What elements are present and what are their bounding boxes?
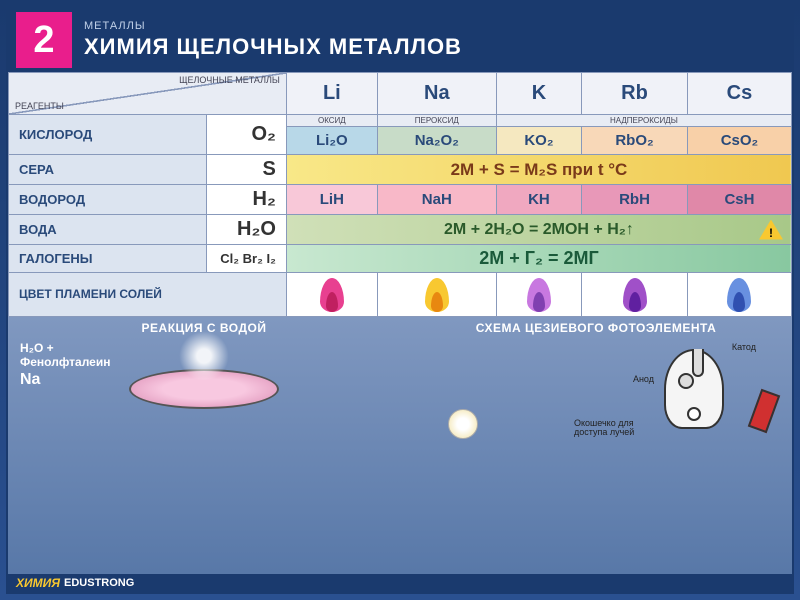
metal-k: K <box>496 73 581 115</box>
flame-cs <box>687 273 791 317</box>
cathode-label: Катод <box>732 343 756 352</box>
flame-k <box>496 273 581 317</box>
halogens-label: ГАЛОГЕНЫ <box>9 245 207 273</box>
footer-logo: ХИМИЯ <box>16 576 60 590</box>
prod-cs-o: CsO₂ <box>687 127 791 155</box>
light-source-icon <box>448 409 478 439</box>
water-equation: 2M + 2H₂O = 2MOH + H₂↑ ! <box>286 215 791 245</box>
flame-na <box>377 273 496 317</box>
metal-na: Na <box>377 73 496 115</box>
petri-dish <box>129 369 279 409</box>
cathode-icon <box>692 349 704 377</box>
peroxide-label: ПЕРОКСИД <box>377 115 496 127</box>
halogens-formula: Cl₂ Br₂ I₂ <box>206 245 286 273</box>
bottom-section: РЕАКЦИЯ С ВОДОЙ H₂O + Фенолфталеин Na СХ… <box>8 317 792 574</box>
prod-na-o: Na₂O₂ <box>377 127 496 155</box>
water-equation-text: 2M + 2H₂O = 2MOH + H₂↑ <box>444 221 634 238</box>
corner-reagents-label: РЕАГЕНТЫ <box>15 101 64 111</box>
hydrogen-label: ВОДОРОД <box>9 185 207 215</box>
reaction-table: ЩЕЛОЧНЫЕ МЕТАЛЛЫ РЕАГЕНТЫ Li Na K Rb Cs … <box>8 72 792 317</box>
poster: 2 МЕТАЛЛЫ ХИМИЯ ЩЕЛОЧНЫХ МЕТАЛЛОВ ЩЕЛОЧН… <box>6 6 794 594</box>
flames-label: ЦВЕТ ПЛАМЕНИ СОЛЕЙ <box>9 273 287 317</box>
flame-li <box>286 273 377 317</box>
header-title: ХИМИЯ ЩЕЛОЧНЫХ МЕТАЛЛОВ <box>84 34 462 60</box>
battery-icon <box>748 389 780 433</box>
anode-icon <box>678 373 694 389</box>
header-subtitle: МЕТАЛЛЫ <box>84 20 462 32</box>
prod-li-o: Li₂O <box>286 127 377 155</box>
corner-cell: ЩЕЛОЧНЫЕ МЕТАЛЛЫ РЕАГЕНТЫ <box>9 73 287 115</box>
water-label: ВОДА <box>9 215 207 245</box>
footer-brand: EDUSTRONG <box>64 577 134 589</box>
sulfur-label: СЕРА <box>9 155 207 185</box>
sulfur-equation: 2M + S = M₂S при t °C <box>286 155 791 185</box>
oxygen-label: КИСЛОРОД <box>9 115 207 155</box>
sulfur-formula: S <box>206 155 286 185</box>
water-formula: H₂O <box>206 215 286 245</box>
anode-label: Анод <box>633 375 654 384</box>
metal-li: Li <box>286 73 377 115</box>
photocell-bulb-icon <box>664 349 724 429</box>
lesson-number: 2 <box>16 12 72 68</box>
metal-rb: Rb <box>582 73 688 115</box>
prod-na-h: NaH <box>377 185 496 215</box>
superoxide-label: НАДПЕРОКСИДЫ <box>496 115 791 127</box>
prod-rb-o: RbO₂ <box>582 127 688 155</box>
window-icon <box>687 407 701 421</box>
flame-rb <box>582 273 688 317</box>
reaction-panel: РЕАКЦИЯ С ВОДОЙ H₂O + Фенолфталеин Na <box>8 317 400 574</box>
prod-cs-h: CsH <box>687 185 791 215</box>
photocell-panel: СХЕМА ЦЕЗИЕВОГО ФОТОЭЛЕМЕНТА Катод Анод … <box>400 317 792 574</box>
corner-metals-label: ЩЕЛОЧНЫЕ МЕТАЛЛЫ <box>179 76 280 85</box>
prod-k-o: KO₂ <box>496 127 581 155</box>
halogens-equation: 2M + Г₂ = 2MГ <box>286 245 791 273</box>
window-label: Окошечко для доступа лучей <box>574 419 644 437</box>
prod-rb-h: RbH <box>582 185 688 215</box>
oxygen-formula: O₂ <box>206 115 286 155</box>
photocell-diagram: Катод Анод Окошечко для доступа лучей <box>408 339 784 439</box>
prod-k-h: KH <box>496 185 581 215</box>
photocell-title: СХЕМА ЦЕЗИЕВОГО ФОТОЭЛЕМЕНТА <box>408 321 784 335</box>
oxide-label: ОКСИД <box>286 115 377 127</box>
footer: ХИМИЯ EDUSTRONG <box>8 574 792 592</box>
warning-icon: ! <box>759 220 783 240</box>
header: 2 МЕТАЛЛЫ ХИМИЯ ЩЕЛОЧНЫХ МЕТАЛЛОВ <box>8 8 792 72</box>
prod-li-h: LiH <box>286 185 377 215</box>
metal-cs: Cs <box>687 73 791 115</box>
hydrogen-formula: H₂ <box>206 185 286 215</box>
smoke-icon <box>179 331 229 381</box>
